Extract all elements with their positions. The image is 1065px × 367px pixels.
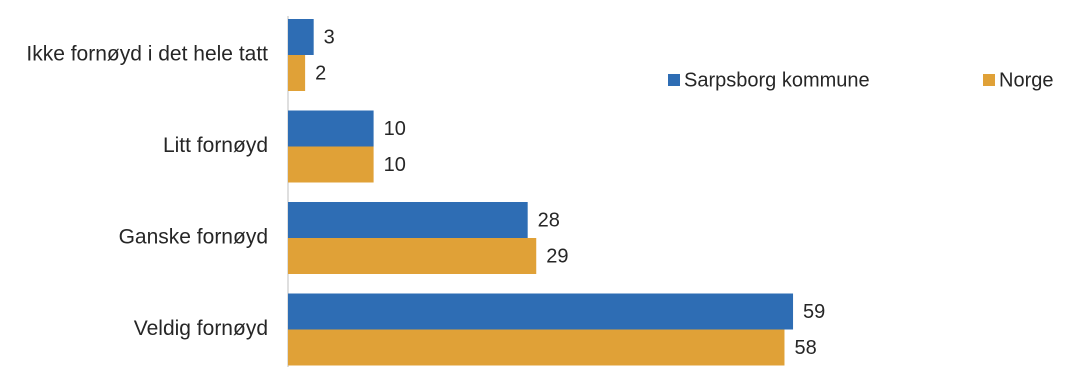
data-label: 10 [384, 154, 406, 176]
bar-norge [288, 55, 306, 91]
data-label: 59 [803, 301, 825, 323]
bar-sarpsborg [288, 293, 794, 330]
value-labels-group: 3 2 10 10 28 29 59 58 [315, 26, 825, 359]
data-label: 29 [546, 245, 568, 267]
data-label: 3 [324, 26, 335, 48]
legend-label: Norge [999, 69, 1053, 91]
data-label: 2 [315, 62, 326, 84]
category-label: Ikke fornøyd i det hele tatt [26, 43, 268, 66]
bar-sarpsborg [288, 202, 528, 238]
data-label: 10 [384, 118, 406, 140]
bar-norge [288, 329, 785, 366]
bar-norge [288, 238, 537, 274]
category-label: Ganske fornøyd [119, 226, 268, 249]
bar-norge [288, 146, 374, 183]
legend: Sarpsborg kommune Norge [668, 69, 1053, 91]
legend-label: Sarpsborg kommune [684, 69, 870, 91]
category-label: Litt fornøyd [163, 134, 268, 157]
legend-swatch [668, 74, 680, 86]
bars-group [288, 19, 794, 366]
legend-swatch [983, 74, 995, 86]
data-label: 58 [794, 337, 816, 359]
category-labels-group: Ikke fornøyd i det hele tatt Litt fornøyd… [26, 43, 268, 341]
data-label: 28 [538, 209, 560, 231]
bar-sarpsborg [288, 19, 314, 55]
category-label: Veldig fornøyd [134, 317, 268, 340]
bar-sarpsborg [288, 110, 374, 147]
